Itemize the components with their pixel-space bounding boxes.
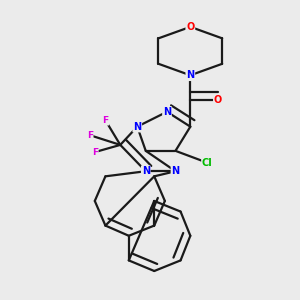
- Text: O: O: [186, 22, 194, 32]
- Text: N: N: [163, 107, 171, 117]
- Text: Cl: Cl: [202, 158, 213, 168]
- Text: N: N: [186, 70, 194, 80]
- Text: O: O: [214, 95, 222, 105]
- Text: F: F: [102, 116, 109, 125]
- Text: N: N: [133, 122, 141, 132]
- Text: N: N: [142, 166, 150, 176]
- Text: F: F: [87, 130, 93, 140]
- Text: N: N: [171, 166, 179, 176]
- Text: F: F: [92, 148, 98, 157]
